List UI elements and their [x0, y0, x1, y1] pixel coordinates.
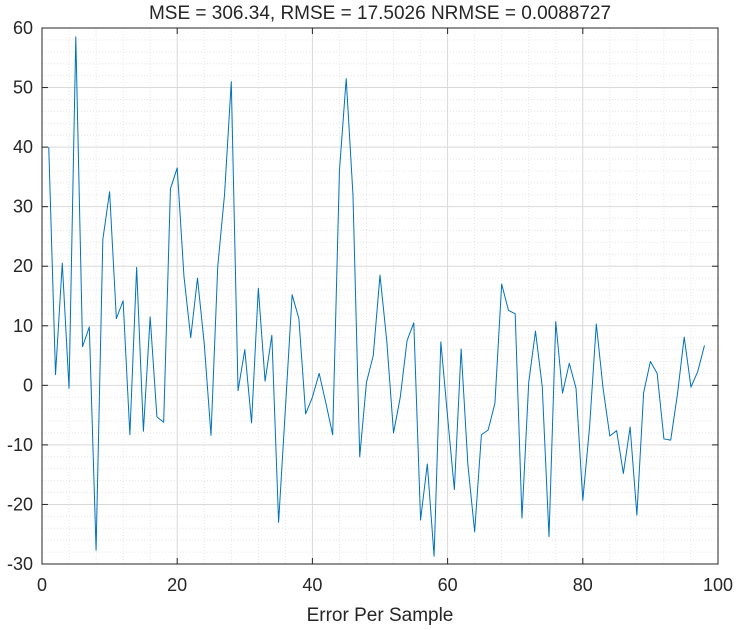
- y-tick-label: -20: [7, 494, 33, 514]
- y-tick-label: 60: [13, 18, 33, 38]
- x-tick-label: 20: [167, 575, 187, 595]
- x-tick-labels: 0 20 40 60 80 100: [37, 575, 733, 595]
- chart-title: MSE = 306.34, RMSE = 17.5026 NRMSE = 0.0…: [149, 3, 611, 24]
- y-tick-label: 50: [13, 78, 33, 98]
- y-tick-label: 40: [13, 137, 33, 157]
- tick-marks: [41, 27, 719, 565]
- y-tick-labels: -30 -20 -10 0 10 20 30 40 50 60: [7, 18, 33, 574]
- y-tick-label: 0: [23, 375, 33, 395]
- y-tick-label: 20: [13, 256, 33, 276]
- x-tick-label: 80: [573, 575, 593, 595]
- y-tick-label: -10: [7, 435, 33, 455]
- plot-frame: [41, 27, 719, 565]
- x-tick-label: 40: [302, 575, 322, 595]
- y-tick-label: 30: [13, 197, 33, 217]
- x-tick-label: 100: [703, 575, 733, 595]
- major-grid: [41, 27, 719, 565]
- error-series-line: [48, 36, 705, 557]
- x-tick-label: 60: [438, 575, 458, 595]
- y-tick-label: -30: [7, 554, 33, 574]
- y-tick-label: 10: [13, 316, 33, 336]
- minor-grid: [42, 28, 718, 564]
- x-tick-label: 0: [37, 575, 47, 595]
- x-axis-label: Error Per Sample: [307, 605, 454, 626]
